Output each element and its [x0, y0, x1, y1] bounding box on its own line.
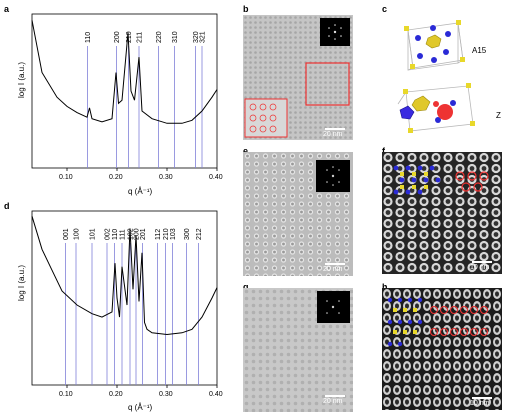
panel-letter-h: h — [382, 282, 388, 292]
scale-bar-label: 20 nm — [323, 398, 343, 405]
scale-bar-label: 20 nm — [323, 266, 343, 273]
index-label: 212 — [196, 228, 203, 240]
panel-letter-a: a — [4, 4, 10, 14]
scale-bar-label: 20 nm — [323, 131, 343, 138]
x-tick-label: 0.10 — [59, 391, 73, 398]
y-axis-label: log I (a.u.) — [17, 62, 26, 98]
x-tick-label: 0.30 — [159, 174, 173, 181]
index-label: 210 — [126, 31, 133, 43]
plot-frame — [31, 210, 218, 386]
scale-bar — [325, 128, 345, 130]
y-axis-label: log I (a.u.) — [17, 265, 26, 301]
model-label-bottom: Z — [496, 111, 501, 120]
index-label: 002 — [105, 228, 112, 240]
index-label: 111 — [120, 229, 127, 240]
panel-letter-e: e — [243, 146, 249, 156]
scale-bar-label: 10 nm — [470, 400, 490, 407]
index-label: 100 — [74, 228, 81, 240]
x-tick-label: 0.30 — [159, 391, 173, 398]
panel-letter-d: d — [4, 201, 10, 211]
index-label: 200 — [134, 228, 141, 240]
model-label-top: A15 — [472, 46, 487, 55]
intensity-curve — [31, 20, 218, 124]
x-tick-label: 0.20 — [109, 174, 123, 181]
scale-bar-label: 10 nm — [470, 264, 490, 271]
scale-bar — [325, 395, 345, 397]
structure-models-c: A15 Z — [388, 8, 523, 143]
micrograph-g: 20 nm — [243, 288, 353, 412]
index-label: 102 — [128, 228, 135, 240]
index-label: 110 — [85, 32, 92, 43]
plot-frame — [31, 13, 218, 169]
micrograph-f: 10 nm — [382, 152, 502, 274]
x-tick-label: 0.10 — [59, 174, 73, 181]
index-label: 220 — [156, 31, 163, 43]
index-label: 210 — [163, 228, 170, 240]
micrograph-b: 20 nm — [243, 15, 353, 140]
scale-bar — [472, 261, 492, 263]
index-label: 321 — [200, 31, 207, 43]
saxs-chart-d: 001 100 101 002 110 111 102 200 201 112 210 103 300 2… — [17, 210, 223, 412]
index-label: 320 — [193, 31, 200, 43]
x-tick-label: 0.40 — [209, 391, 223, 398]
index-label: 300 — [184, 228, 191, 240]
x-tick-label: 0.20 — [109, 391, 123, 398]
panel-letter-c: c — [382, 4, 388, 14]
index-label: 101 — [90, 228, 97, 240]
x-axis-label: q (Å⁻¹) — [128, 403, 153, 412]
scale-bar — [472, 397, 492, 399]
index-label: 103 — [170, 228, 177, 240]
index-label: 201 — [140, 228, 147, 240]
index-label: 112 — [155, 229, 162, 240]
micrograph-h: 10 nm — [382, 288, 502, 410]
index-label: 200 — [114, 31, 121, 43]
panel-letter-b: b — [243, 4, 249, 14]
scale-bar — [325, 263, 345, 265]
micrograph-e: 20 nm — [243, 152, 353, 276]
intensity-curve — [31, 216, 218, 336]
index-label: 310 — [172, 31, 179, 43]
x-tick-label: 0.40 — [209, 174, 223, 181]
panel-letter-g: g — [243, 282, 249, 292]
panel-letter-f: f — [382, 146, 385, 156]
index-label: 110 — [112, 229, 119, 240]
index-label: 211 — [137, 32, 144, 43]
saxs-chart-a: 110 200 210 211 220 310 320 321 0.10 0.20 0.30 0.40… — [17, 13, 223, 196]
x-axis-label: q (Å⁻¹) — [128, 187, 153, 196]
index-label: 001 — [63, 228, 70, 240]
